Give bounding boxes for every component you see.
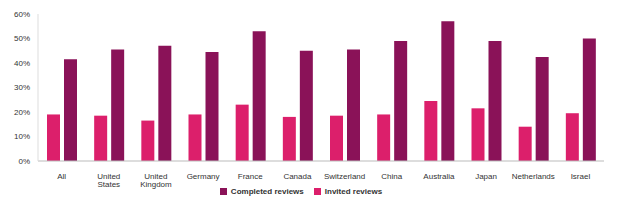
svg-text:0%: 0% — [18, 157, 30, 166]
svg-text:France: France — [238, 172, 263, 181]
svg-text:Israel: Israel — [571, 172, 591, 181]
svg-text:30%: 30% — [14, 83, 30, 92]
svg-text:20%: 20% — [14, 108, 30, 117]
svg-text:10%: 10% — [14, 132, 30, 141]
svg-text:Australia: Australia — [423, 172, 455, 181]
svg-text:Japan: Japan — [475, 172, 497, 181]
svg-text:40%: 40% — [14, 59, 30, 68]
html-text:Completed reviews: Completed reviews — [230, 187, 304, 196]
html-text:Invited reviews: Invited reviews — [324, 187, 383, 196]
svg-text:UnitedStates: UnitedStates — [97, 172, 120, 189]
svg-text:Netherlands: Netherlands — [512, 172, 555, 181]
svg-text:China: China — [381, 172, 402, 181]
svg-text:All: All — [57, 172, 66, 181]
svg-text:Canada: Canada — [283, 172, 312, 181]
svg-text:UnitedKingdom: UnitedKingdom — [140, 172, 172, 189]
svg-text:Switzerland: Switzerland — [324, 172, 365, 181]
svg-text:60%: 60% — [14, 10, 30, 19]
svg-text:Germany: Germany — [187, 172, 220, 181]
svg-text:50%: 50% — [14, 34, 30, 43]
